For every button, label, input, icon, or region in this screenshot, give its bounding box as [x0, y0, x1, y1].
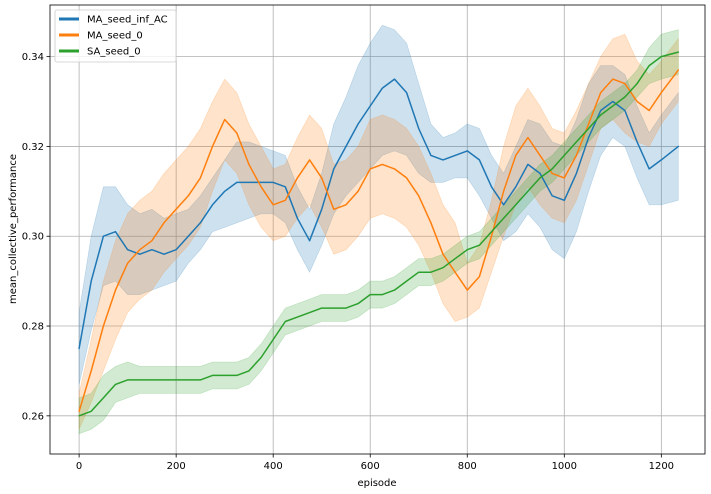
confidence-bands: [78, 24, 679, 435]
x-tick-label: 1000: [552, 461, 577, 472]
legend-label-ma-seed-0: MA_seed_0: [87, 31, 143, 42]
legend-label-ma-seed-inf-ac: MA_seed_inf_AC: [87, 15, 168, 26]
y-axis-label: mean_collective_performance: [8, 154, 19, 304]
y-tick-label: 0.26: [22, 411, 44, 422]
grid: [50, 5, 705, 454]
x-tick-label: 0: [76, 461, 82, 472]
band-ma-seed-0: [78, 33, 679, 430]
x-tick-label: 400: [264, 461, 283, 472]
y-tick-label: 0.34: [22, 52, 44, 63]
band-ma-seed-inf-ac: [78, 24, 679, 385]
plot-frame: [49, 4, 706, 455]
y-tick-label: 0.28: [22, 322, 44, 333]
x-tick-label: 200: [167, 461, 186, 472]
x-tick-label: 800: [458, 461, 477, 472]
x-tick-label: 1200: [649, 461, 674, 472]
series-lines: [78, 51, 680, 417]
legend: MA_seed_inf_AC MA_seed_0 SA_seed_0: [54, 9, 177, 63]
x-tick-label: 600: [361, 461, 380, 472]
y-tick-label: 0.30: [22, 232, 44, 243]
y-tick-label: 0.32: [22, 142, 44, 153]
x-axis-label: episode: [357, 478, 396, 489]
line-sa-seed-0: [78, 51, 680, 417]
axis-ticks: 0 200 400 600 800 1000 1200 0.26 0.28 0.30 0.32 0.3…: [22, 52, 674, 472]
legend-label-sa-seed-0: SA_seed_0: [87, 47, 141, 58]
line-ma-seed-inf-ac: [78, 78, 680, 350]
legend-box: [54, 9, 177, 63]
band-sa-seed-0: [78, 29, 679, 435]
line-ma-seed-0: [78, 69, 680, 413]
